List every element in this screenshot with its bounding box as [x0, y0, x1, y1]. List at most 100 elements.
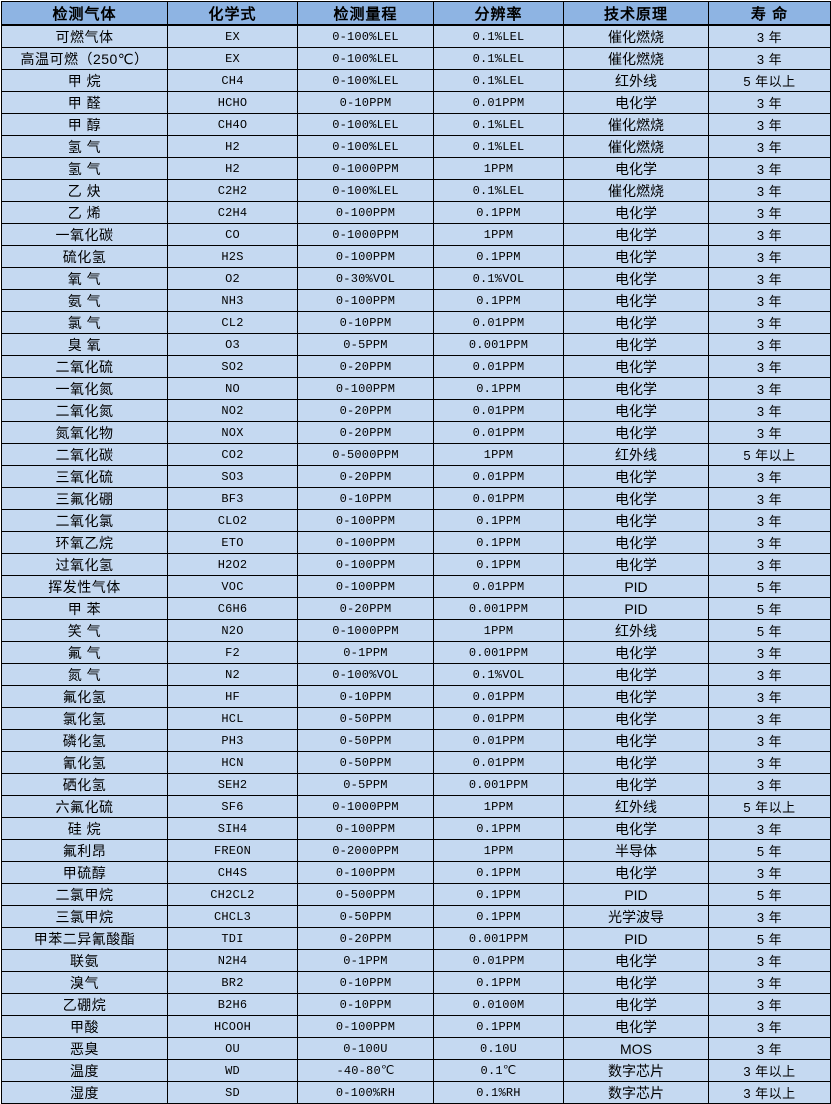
- table-row: 氟 气 F2 0-1PPM 0.001PPM 电化学 3 年: [1, 641, 831, 664]
- cell-gas-name: 氟化氢: [1, 685, 168, 708]
- cell-chemical-formula: EX: [167, 24, 298, 48]
- cell-gas-name: 氢 气: [1, 135, 168, 158]
- cell-chemical-formula: SIH4: [167, 817, 298, 840]
- cell-resolution: 0.1%VOL: [433, 267, 564, 290]
- cell-service-life: 3 年: [708, 773, 831, 796]
- cell-resolution: 0.1PPM: [433, 509, 564, 532]
- cell-service-life: 5 年以上: [708, 69, 831, 92]
- cell-detection-range: 0-100PPM: [297, 377, 434, 400]
- cell-detection-range: 0-500PPM: [297, 883, 434, 906]
- cell-technology-principle: 电化学: [563, 531, 709, 554]
- table-row: 高温可燃（250℃） EX 0-100%LEL 0.1%LEL 催化燃烧 3 年: [1, 47, 831, 70]
- cell-technology-principle: 催化燃烧: [563, 179, 709, 202]
- column-header-gas: 检测气体: [1, 1, 168, 26]
- table-row: 甲 醇 CH4O 0-100%LEL 0.1%LEL 催化燃烧 3 年: [1, 113, 831, 136]
- cell-service-life: 3 年: [708, 289, 831, 312]
- cell-chemical-formula: CHCL3: [167, 905, 298, 928]
- cell-resolution: 0.1%LEL: [433, 135, 564, 158]
- cell-service-life: 3 年: [708, 333, 831, 356]
- cell-detection-range: 0-100PPM: [297, 817, 434, 840]
- column-header-formula: 化学式: [167, 1, 298, 26]
- cell-service-life: 3 年: [708, 311, 831, 334]
- cell-gas-name: 联氨: [1, 949, 168, 972]
- cell-technology-principle: 催化燃烧: [563, 47, 709, 70]
- cell-gas-name: 乙 烯: [1, 201, 168, 224]
- cell-service-life: 3 年: [708, 1037, 831, 1060]
- cell-technology-principle: 光学波导: [563, 905, 709, 928]
- table-row: 氟化氢 HF 0-10PPM 0.01PPM 电化学 3 年: [1, 685, 831, 708]
- cell-detection-range: 0-1000PPM: [297, 223, 434, 246]
- table-row: 氟利昂 FREON 0-2000PPM 1PPM 半导体 5 年: [1, 839, 831, 862]
- cell-gas-name: 氢 气: [1, 157, 168, 180]
- cell-chemical-formula: B2H6: [167, 993, 298, 1016]
- cell-detection-range: 0-100PPM: [297, 575, 434, 598]
- cell-gas-name: 磷化氢: [1, 729, 168, 752]
- cell-service-life: 5 年以上: [708, 443, 831, 466]
- cell-gas-name: 甲硫醇: [1, 861, 168, 884]
- cell-gas-name: 一氧化氮: [1, 377, 168, 400]
- table-row: 甲苯二异氰酸酯 TDI 0-20PPM 0.001PPM PID 5 年: [1, 927, 831, 950]
- cell-service-life: 5 年: [708, 619, 831, 642]
- cell-chemical-formula: SO2: [167, 355, 298, 378]
- cell-gas-name: 可燃气体: [1, 24, 168, 48]
- cell-chemical-formula: OU: [167, 1037, 298, 1060]
- cell-service-life: 3 年: [708, 245, 831, 268]
- cell-service-life: 5 年: [708, 927, 831, 950]
- cell-detection-range: 0-1000PPM: [297, 619, 434, 642]
- table-row: 硫化氢 H2S 0-100PPM 0.1PPM 电化学 3 年: [1, 245, 831, 268]
- cell-resolution: 1PPM: [433, 157, 564, 180]
- cell-detection-range: 0-10PPM: [297, 971, 434, 994]
- cell-detection-range: 0-100%LEL: [297, 69, 434, 92]
- cell-chemical-formula: CH4S: [167, 861, 298, 884]
- cell-detection-range: 0-10PPM: [297, 91, 434, 114]
- cell-chemical-formula: HCHO: [167, 91, 298, 114]
- cell-chemical-formula: F2: [167, 641, 298, 664]
- cell-chemical-formula: ETO: [167, 531, 298, 554]
- cell-technology-principle: MOS: [563, 1037, 709, 1060]
- cell-chemical-formula: NO: [167, 377, 298, 400]
- cell-resolution: 0.1PPM: [433, 289, 564, 312]
- cell-detection-range: 0-100U: [297, 1037, 434, 1060]
- cell-technology-principle: 电化学: [563, 707, 709, 730]
- cell-service-life: 3 年: [708, 1015, 831, 1038]
- table-row: 氰化氢 HCN 0-50PPM 0.01PPM 电化学 3 年: [1, 751, 831, 774]
- table-row: 二氯甲烷 CH2CL2 0-500PPM 0.1PPM PID 5 年: [1, 883, 831, 906]
- cell-chemical-formula: C6H6: [167, 597, 298, 620]
- cell-gas-name: 臭 氧: [1, 333, 168, 356]
- cell-gas-name: 硫化氢: [1, 245, 168, 268]
- cell-resolution: 0.1%VOL: [433, 663, 564, 686]
- cell-resolution: 0.1%LEL: [433, 179, 564, 202]
- cell-technology-principle: 电化学: [563, 91, 709, 114]
- cell-technology-principle: 电化学: [563, 971, 709, 994]
- cell-detection-range: 0-20PPM: [297, 597, 434, 620]
- cell-chemical-formula: HCN: [167, 751, 298, 774]
- cell-resolution: 0.01PPM: [433, 311, 564, 334]
- cell-detection-range: 0-1000PPM: [297, 157, 434, 180]
- cell-detection-range: 0-50PPM: [297, 707, 434, 730]
- cell-chemical-formula: CH4O: [167, 113, 298, 136]
- cell-gas-name: 一氧化碳: [1, 223, 168, 246]
- cell-chemical-formula: C2H4: [167, 201, 298, 224]
- cell-detection-range: -40-80℃: [297, 1059, 434, 1082]
- cell-gas-name: 六氟化硫: [1, 795, 168, 818]
- cell-gas-name: 湿度: [1, 1081, 168, 1104]
- cell-detection-range: 0-100%LEL: [297, 24, 434, 48]
- cell-technology-principle: 电化学: [563, 509, 709, 532]
- cell-detection-range: 0-100%VOL: [297, 663, 434, 686]
- cell-resolution: 0.01PPM: [433, 949, 564, 972]
- table-row: 甲 醛 HCHO 0-10PPM 0.01PPM 电化学 3 年: [1, 91, 831, 114]
- cell-detection-range: 0-20PPM: [297, 421, 434, 444]
- cell-resolution: 0.1PPM: [433, 971, 564, 994]
- cell-service-life: 3 年: [708, 685, 831, 708]
- cell-gas-name: 氟 气: [1, 641, 168, 664]
- cell-detection-range: 0-100PPM: [297, 245, 434, 268]
- table-row: 硒化氢 SEH2 0-5PPM 0.001PPM 电化学 3 年: [1, 773, 831, 796]
- table-row: 甲 烷 CH4 0-100%LEL 0.1%LEL 红外线 5 年以上: [1, 69, 831, 92]
- cell-resolution: 0.001PPM: [433, 333, 564, 356]
- table-row: 可燃气体 EX 0-100%LEL 0.1%LEL 催化燃烧 3 年: [1, 24, 831, 48]
- cell-resolution: 0.1℃: [433, 1059, 564, 1082]
- cell-chemical-formula: VOC: [167, 575, 298, 598]
- cell-detection-range: 0-100%RH: [297, 1081, 434, 1104]
- table-row: 氢 气 H2 0-100%LEL 0.1%LEL 催化燃烧 3 年: [1, 135, 831, 158]
